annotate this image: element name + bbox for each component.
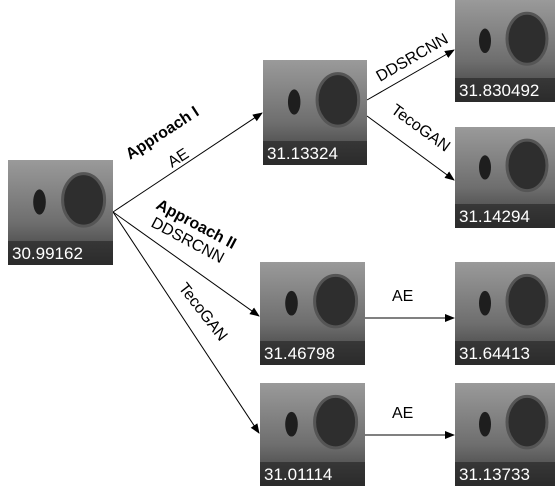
node-value: 31.13324 [267,144,338,163]
edge-label: TecoGAN [388,101,453,155]
node-value: 31.46798 [264,344,335,363]
diagram: 30.99162 31.13324 31.830492 31.14294 31.4679… [0,0,555,491]
lesion [285,412,298,437]
ultrasound-image: 31.64413 [455,262,555,365]
lesion [33,189,46,214]
images: 30.99162 31.13324 31.830492 31.14294 31.4679… [8,0,555,486]
lesion [507,140,547,191]
lesion [315,275,357,327]
node-value: 31.14294 [459,207,530,226]
lesion [507,13,547,64]
edge-label: AE [392,288,413,305]
ultrasound-image: 31.13733 [455,383,555,486]
lesion [285,291,298,316]
ultrasound-image: 31.01114 [260,383,365,486]
edge-label: AE [165,145,192,171]
lesion [317,74,359,127]
ultrasound-image: 31.13324 [263,60,367,165]
lesion [507,396,547,448]
lesion [63,174,105,227]
lesion [479,29,491,53]
lesion [315,396,357,448]
node-value: 30.99162 [12,244,83,263]
edge-label: AE [392,405,413,422]
approach-label: Approach I [123,104,202,164]
lesion [507,275,547,327]
ultrasound-image: 30.99162 [8,160,113,265]
lesion [479,412,491,437]
node-value: 31.01114 [264,465,332,484]
lesion [288,89,300,114]
node-value: 31.13733 [459,465,530,484]
lesion [479,291,491,316]
ultrasound-image: 31.14294 [455,127,555,228]
node-value: 31.830492 [459,81,539,100]
lesion [479,155,491,179]
node-value: 31.64413 [459,344,530,363]
ultrasound-image: 31.46798 [260,262,365,365]
ultrasound-image: 31.830492 [455,0,555,102]
